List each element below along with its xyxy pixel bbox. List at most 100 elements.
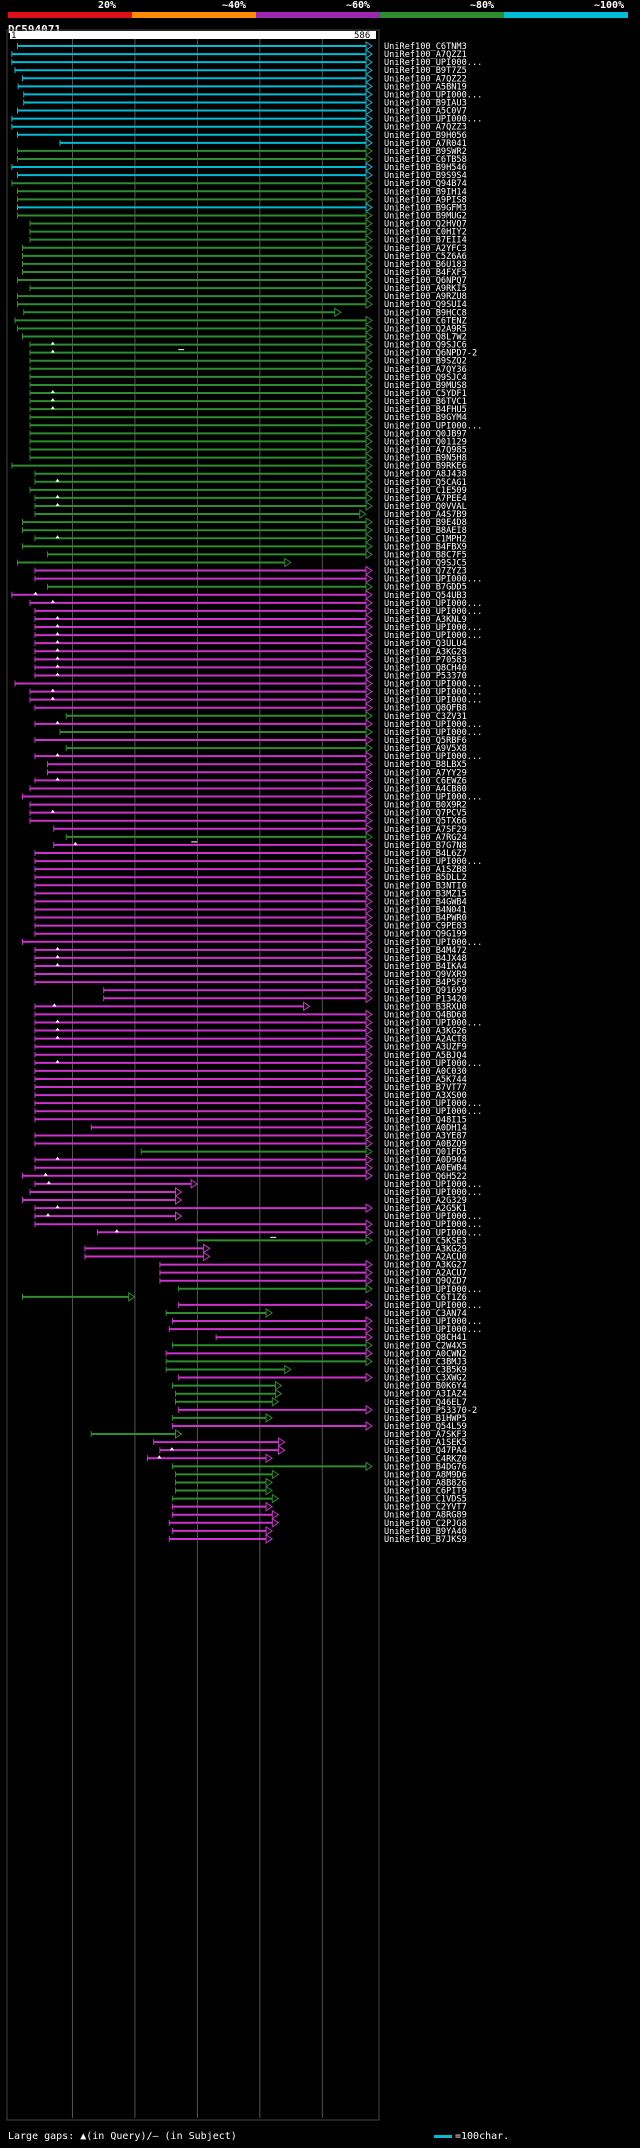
hit-arrowhead [365, 347, 373, 358]
query-gap-marker [50, 390, 55, 394]
hit-label: UniRef100_C3BMJ3 [384, 1357, 467, 1367]
hit-arrowhead [278, 1437, 286, 1448]
hit-arrowhead [274, 1380, 283, 1391]
hit-arrowhead [365, 702, 373, 713]
hit-label: UniRef100_B9GYM4 [384, 413, 467, 423]
hit-arrowhead [365, 355, 373, 366]
hit-arrowhead [365, 1324, 373, 1335]
hit-arrowhead [365, 121, 373, 132]
hit-label: UniRef100_B9H056 [384, 131, 467, 141]
hit-label: UniRef100_B4P5F9 [384, 978, 467, 988]
hit-arrowhead [265, 1534, 273, 1544]
query-gap-marker [55, 720, 60, 724]
hit-label: UniRef100_B4IKA4 [384, 962, 467, 972]
query-gap-marker [55, 656, 60, 660]
hit-label: UniRef100_A9RKI5 [384, 284, 467, 294]
query-gap-marker [55, 615, 60, 619]
hit-arrowhead [365, 638, 373, 649]
hit-label: UniRef100_Q54UB3 [384, 591, 467, 601]
hit-arrowhead [365, 993, 373, 1004]
hit-label: UniRef100_A0BZQ9 [384, 1140, 467, 1150]
hit-label: UniRef100_A4S7B9 [384, 510, 467, 520]
query-gap-marker [55, 494, 60, 498]
hit-label: UniRef100_B6TVC1 [384, 397, 467, 407]
hit-label: UniRef100_B9MUG2 [384, 211, 467, 221]
hit-arrowhead [365, 331, 373, 342]
legend-label-1: 20% [98, 0, 117, 11]
hit-label: UniRef100_UPI000... [384, 938, 482, 948]
hit-arrowhead [365, 218, 373, 229]
hit-arrowhead [365, 339, 373, 350]
hit-arrowhead [365, 1267, 373, 1278]
hit-label: UniRef100_C3XWG2 [384, 1374, 467, 1384]
hit-arrowhead [365, 323, 373, 334]
hit-label: UniRef100_A3KG29 [384, 1244, 467, 1254]
hit-arrowhead [365, 97, 373, 108]
hit-label: UniRef100_B9HCC8 [384, 308, 467, 318]
hit-label: UniRef100_B4DG76 [384, 1462, 467, 1472]
hit-arrowhead [365, 404, 373, 415]
hit-label: UniRef100_UPI000... [384, 115, 482, 125]
hit-label: UniRef100_A1SEK5 [384, 1438, 467, 1448]
query-gap-marker [169, 1447, 174, 1451]
hit-label: UniRef100_B9S9S4 [384, 171, 467, 181]
hit-label: UniRef100_A3XS00 [384, 1091, 467, 1101]
hit-label: UniRef100_Q47PA4 [384, 1446, 467, 1456]
query-gap-marker [55, 672, 60, 676]
hit-label: UniRef100_Q6H522 [384, 1172, 467, 1182]
hit-label: UniRef100_B7VT77 [384, 1083, 467, 1093]
hit-arrowhead [365, 65, 373, 76]
hit-label: UniRef100_UPI000... [384, 1188, 482, 1198]
hit-arrowhead [365, 162, 373, 172]
query-gap-marker [50, 398, 55, 402]
query-gap-marker [55, 954, 60, 958]
hit-label: UniRef100_UPI000... [384, 421, 482, 431]
hit-label: UniRef100_B3NTI0 [384, 881, 467, 891]
hit-label: UniRef100_A8J438 [384, 470, 467, 480]
query-gap-marker [73, 841, 78, 845]
query-ruler [10, 31, 376, 39]
hit-arrowhead [284, 1364, 292, 1375]
hit-arrowhead [365, 501, 373, 511]
hit-arrowhead [365, 299, 373, 310]
hit-arrowhead [365, 170, 373, 181]
hit-arrowhead [365, 549, 373, 560]
hit-label: UniRef100_UPI000... [384, 1059, 482, 1069]
hit-arrowhead [365, 250, 373, 261]
hit-arrowhead [365, 492, 373, 503]
hit-arrowhead [365, 589, 373, 600]
query-gap-marker [55, 535, 60, 539]
hit-label: UniRef100_Q9SJC6 [384, 341, 467, 351]
hit-label: UniRef100_A2ACU0 [384, 1253, 467, 1263]
hit-arrowhead [271, 1469, 280, 1480]
hit-arrowhead [365, 517, 373, 528]
hit-arrowhead [365, 57, 373, 68]
hit-label: UniRef100_UPI000... [384, 623, 482, 633]
hit-arrowhead [365, 581, 373, 592]
hit-arrowhead [365, 49, 373, 60]
hit-label: UniRef100_UPI000... [384, 720, 482, 730]
hit-arrowhead [365, 1138, 373, 1149]
hit-arrowhead [365, 476, 373, 487]
hit-label: UniRef100_A2ACT8 [384, 1035, 467, 1045]
hit-arrowhead [365, 864, 373, 875]
scale-label: =100char. [455, 2131, 510, 2142]
hit-arrowhead [365, 662, 373, 673]
hit-label: UniRef100_A7RG24 [384, 833, 467, 843]
hit-label: UniRef100_C3B5K9 [384, 1365, 467, 1375]
hit-label: UniRef100_B9E4D8 [384, 518, 467, 528]
hit-arrowhead [365, 791, 373, 802]
hit-label: UniRef100_UPI000... [384, 90, 482, 100]
hit-arrowhead [365, 396, 373, 407]
hit-arrowhead [365, 1098, 373, 1109]
hit-arrowhead [365, 815, 373, 826]
hit-arrowhead [365, 525, 373, 536]
hit-arrowhead [365, 718, 373, 729]
hit-label: UniRef100_C5Z6A6 [384, 252, 467, 262]
hit-arrowhead [365, 1130, 373, 1141]
hit-label: UniRef100_A7SF29 [384, 825, 467, 835]
hit-arrowhead [365, 89, 373, 100]
hit-arrowhead [365, 242, 373, 253]
hit-arrowhead [365, 460, 373, 471]
hit-arrowhead [303, 1001, 311, 1012]
